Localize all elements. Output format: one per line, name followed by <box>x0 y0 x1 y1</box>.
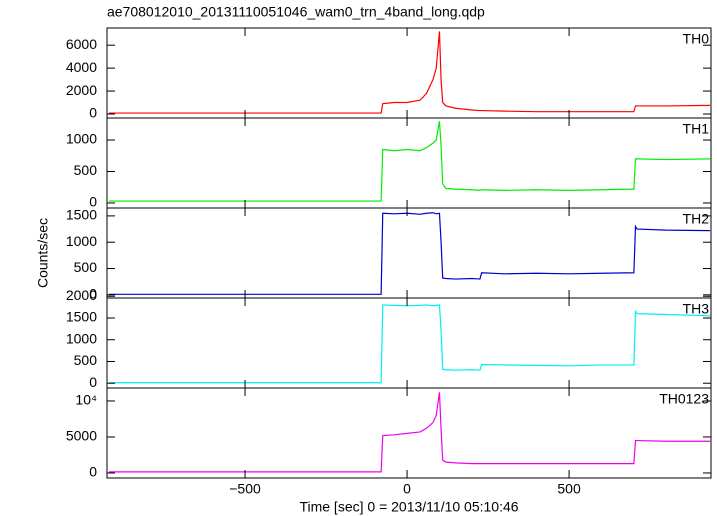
panel-label: TH1 <box>683 121 710 137</box>
panel-frame <box>106 387 712 479</box>
data-line <box>108 31 711 114</box>
y-tick-label: 5000 <box>66 428 97 444</box>
y-tick-label: 0 <box>89 374 97 390</box>
data-line <box>108 392 711 473</box>
panel-frame <box>106 27 712 119</box>
panel-frame <box>106 297 712 389</box>
panel-frame <box>106 207 712 299</box>
y-tick-label: 1000 <box>66 131 97 147</box>
y-tick-label: 2000 <box>66 82 97 98</box>
y-tick-label: 0 <box>89 105 97 121</box>
y-tick-label: 500 <box>74 352 98 368</box>
y-tick-label: 1000 <box>66 233 97 249</box>
data-line <box>108 212 711 295</box>
chart-title: ae708012010_20131110051046_wam0_trn_4ban… <box>107 4 485 20</box>
y-tick-label: 1000 <box>66 330 97 346</box>
panel-frame <box>106 117 712 209</box>
y-axis-label: Counts/sec <box>35 218 51 288</box>
panel-label: TH0123 <box>659 391 709 407</box>
x-axis-label: Time [sec] 0 = 2013/11/10 05:10:46 <box>299 499 518 515</box>
y-tick-label: 6000 <box>66 36 97 52</box>
y-tick-label: 2000 <box>66 287 97 303</box>
panel-label: TH3 <box>683 301 710 317</box>
y-tick-label: 4000 <box>66 59 97 75</box>
x-tick-label: 500 <box>557 481 581 497</box>
y-tick-label: 0 <box>89 464 97 480</box>
panel-label: TH0 <box>683 31 710 47</box>
x-tick-label: 0 <box>403 481 411 497</box>
data-line <box>108 304 711 384</box>
y-tick-label: 1500 <box>66 309 97 325</box>
y-tick-label: 10⁴ <box>75 392 97 408</box>
x-tick-label: −500 <box>229 481 261 497</box>
y-tick-label: 500 <box>74 259 98 275</box>
y-tick-label: 500 <box>74 162 98 178</box>
data-line <box>108 121 711 202</box>
panel-label: TH2 <box>683 211 710 227</box>
y-tick-label: 1500 <box>66 207 97 223</box>
y-tick-label: 0 <box>89 194 97 210</box>
y-tick-label: 0 <box>89 286 97 302</box>
